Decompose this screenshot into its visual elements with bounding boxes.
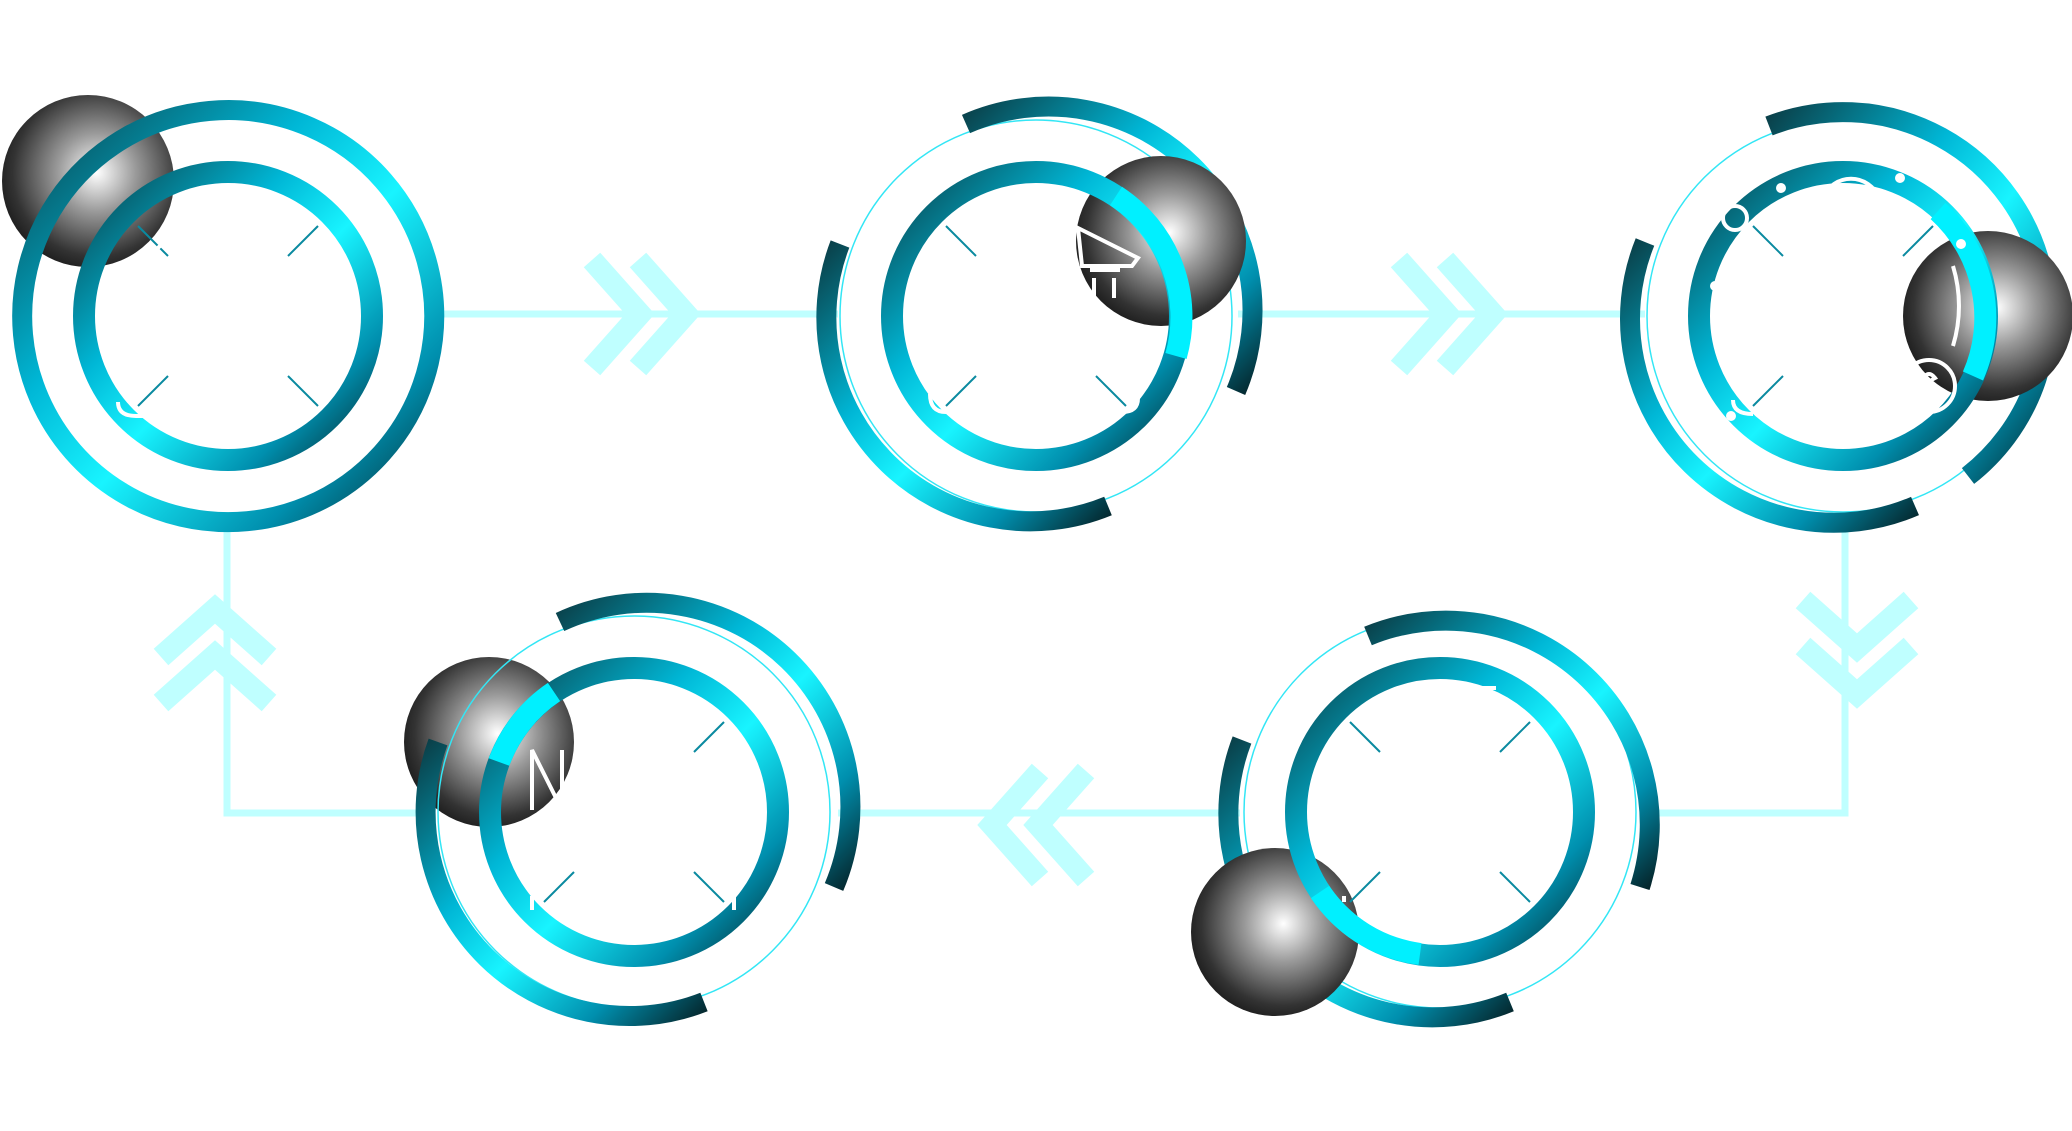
stage-2-node [816,96,1263,532]
stage-4-node [1191,610,1660,1028]
sphere [1191,848,1359,1016]
document-icon [530,721,736,910]
inner-ring-highlight [1930,202,1997,381]
inner-ring-highlight [488,682,561,767]
stage-5-node [404,592,861,1026]
stage-3-node [1620,102,2072,533]
arrow-up-icon [161,609,269,703]
arrow-down-icon [1803,600,1911,694]
outer-ring-arc-lower [1620,238,1919,533]
inner-ring-highlight [1109,186,1193,359]
outer-ring-arc-lower [415,738,708,1026]
connector-4-5 [838,771,1240,879]
outer-ring-arc-lower [816,240,1112,532]
outer-ring-arc [1364,610,1660,891]
stage-1-node [2,95,445,533]
inner-ring [479,657,789,967]
connector-5-1 [161,512,433,817]
outer-ring-arc [12,100,445,533]
outer-ring-arc [555,592,861,891]
inner-ring-highlight [1310,885,1422,965]
inner-ring [73,161,383,471]
connector-2-3 [1238,260,1645,368]
people-icon [116,225,325,418]
connector-3-4 [1640,512,1911,817]
arrow-left-icon [992,771,1086,879]
target-icon [1342,686,1531,903]
inner-ring [1285,657,1595,967]
outer-ring-arc [1765,102,2057,484]
money-network-icon [1710,173,1966,421]
megaphone-icon [928,224,1142,414]
connector-1-2 [432,260,838,368]
